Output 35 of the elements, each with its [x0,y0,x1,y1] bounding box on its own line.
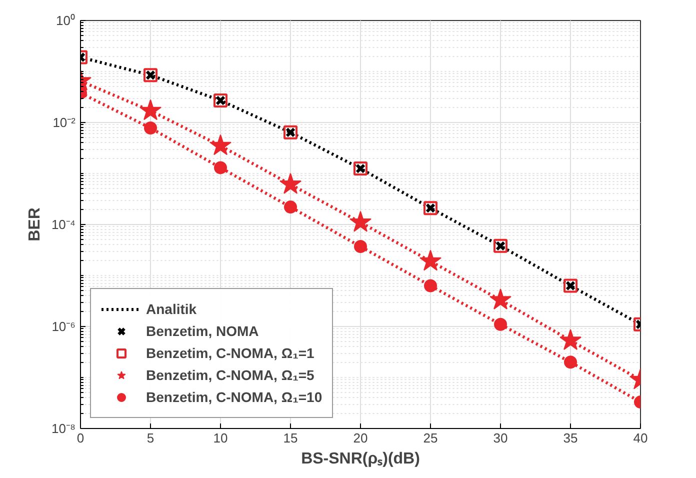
y-tick-label: 10⁻⁸ [52,421,76,436]
x-tick-label: 35 [563,430,578,446]
legend-label: Analitik [146,301,197,317]
point [354,240,367,254]
point [140,99,162,120]
legend-label: Benzetim, NOMA [146,323,259,339]
x-tick-label: 25 [423,430,438,446]
x-tick-label: 10 [213,430,228,446]
point [210,134,232,156]
point [560,329,582,350]
point [490,288,512,310]
y-axis-title: BER [26,207,44,242]
x-tick-label: 30 [493,430,508,446]
y-tick-label: 10⁻⁶ [52,319,76,334]
point [564,356,577,369]
x-axis-title: BS-SNR(ρₛ)(dB) [301,450,420,468]
point [144,122,157,134]
point [350,210,372,232]
x-tick-label: 20 [353,430,368,446]
x-tick-label: 0 [76,430,84,446]
x-tick-label: 40 [633,430,648,446]
legend-label: Benzetim, C-NOMA, Ω₁=10 [146,389,322,405]
y-tick-label: 10⁰ [56,13,76,28]
y-tick-label: 10⁻² [52,115,76,130]
point [420,250,442,271]
point [214,161,227,174]
point [494,318,507,331]
y-tick-label: 10⁻⁴ [51,217,76,232]
legend-label: Benzetim, C-NOMA, Ω₁=1 [146,345,314,361]
point [424,279,437,292]
x-tick-label: 15 [283,430,298,446]
point [284,200,297,214]
x-tick-label: 5 [146,430,154,446]
legend-label: Benzetim, C-NOMA, Ω₁=5 [146,367,314,383]
point [280,172,302,194]
